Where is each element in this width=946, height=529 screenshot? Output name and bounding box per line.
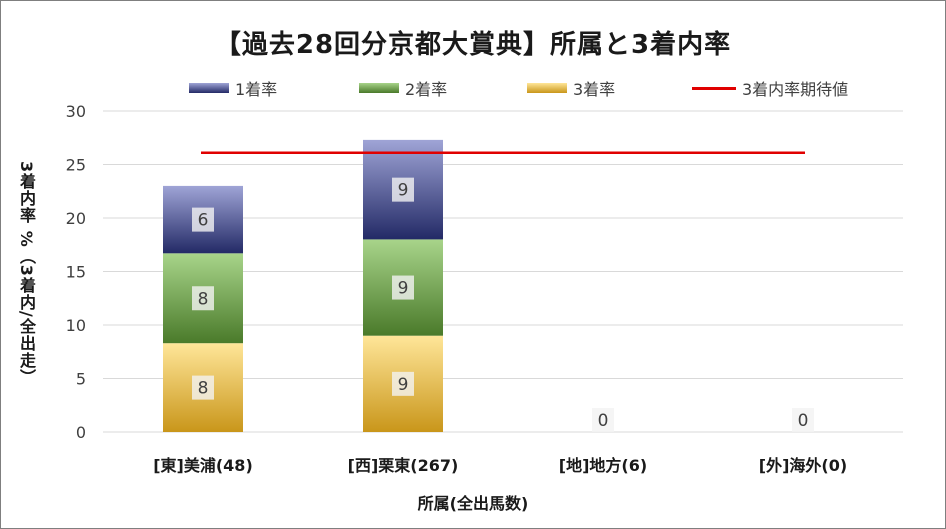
data-label-box — [192, 375, 214, 400]
data-label-box — [392, 177, 414, 202]
data-label-box — [792, 408, 814, 432]
legend-label-3rd: 3着率 — [573, 80, 616, 99]
bars — [163, 139, 443, 432]
y-tick-labels: 0 5 10 15 20 25 30 — [66, 102, 86, 442]
y-axis-label: 3着内率 %（3着内/全出走） — [17, 160, 36, 386]
y-tick-label: 0 — [76, 423, 86, 442]
legend-swatch-3rd — [527, 83, 567, 93]
data-label: 8 — [198, 379, 209, 399]
data-label: 9 — [398, 279, 409, 299]
legend: 1着率 2着率 3着率 3着内率期待値 — [0, 76, 946, 100]
x-tick-label: [地]地方(6) — [559, 456, 647, 475]
x-tick-labels: [東]美浦(48) [西]栗東(267) [地]地方(6) [外]海外(0) — [153, 456, 847, 475]
x-tick-label: [東]美浦(48) — [153, 456, 253, 475]
x-tick-label: [外]海外(0) — [759, 456, 847, 475]
legend-line-expected — [692, 86, 736, 90]
data-label-box — [192, 286, 214, 311]
legend-item-2nd: 2着率 — [359, 76, 447, 100]
legend-item-3rd: 3着率 — [527, 76, 615, 100]
data-label: 9 — [398, 181, 409, 201]
legend-label-1st: 1着率 — [235, 80, 278, 99]
x-axis-label: 所属(全出馬数) — [417, 494, 529, 513]
data-label-box — [392, 371, 414, 396]
chart-title: 【過去28回分京都大賞典】所属と3着内率 — [214, 30, 732, 60]
legend-item-1st: 1着率 — [189, 76, 277, 100]
legend-item-expected: 3着内率期待値 — [692, 76, 848, 100]
data-label: 8 — [198, 289, 209, 309]
y-tick-label: 15 — [66, 263, 86, 282]
data-label: 0 — [598, 411, 609, 431]
data-label: 6 — [198, 211, 209, 231]
data-label-box — [192, 207, 214, 232]
data-label: 0 — [798, 411, 809, 431]
y-tick-label: 5 — [76, 370, 86, 389]
legend-label-2nd: 2着率 — [405, 80, 448, 99]
y-tick-label: 10 — [66, 316, 86, 335]
data-labels: 8 8 6 9 9 9 0 0 — [192, 177, 814, 432]
y-tick-label: 20 — [66, 209, 86, 228]
legend-swatch-2nd — [359, 83, 399, 93]
y-tick-label: 30 — [66, 102, 86, 121]
data-label-box — [392, 275, 414, 300]
data-label: 9 — [398, 375, 409, 395]
legend-label-expected: 3着内率期待値 — [742, 80, 849, 99]
data-label-box — [592, 408, 614, 432]
legend-swatch-1st — [189, 83, 229, 93]
y-tick-label: 25 — [66, 156, 86, 175]
x-tick-label: [西]栗東(267) — [348, 456, 459, 475]
